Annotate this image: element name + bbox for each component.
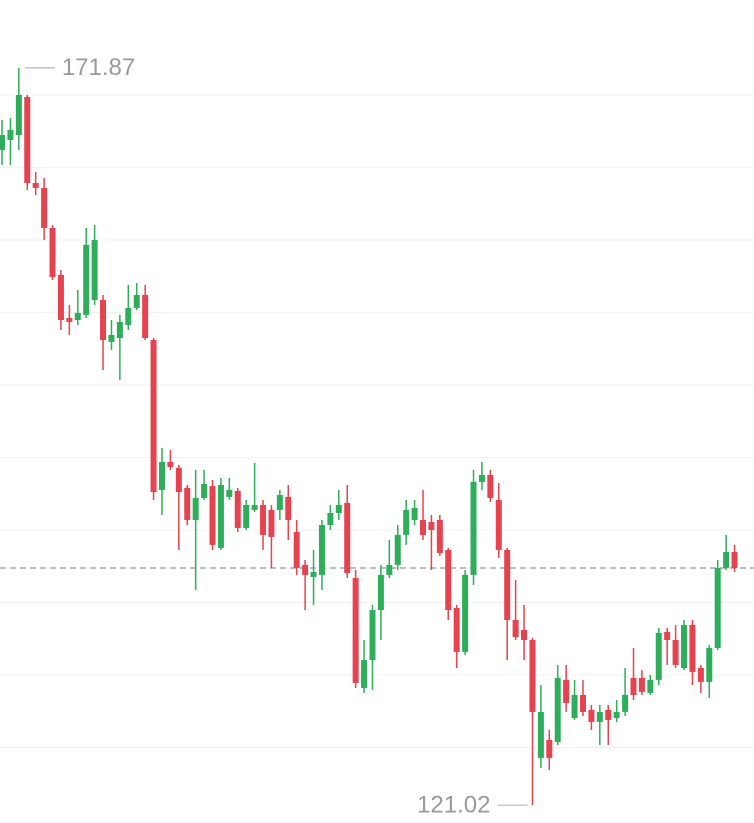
candle-body bbox=[260, 505, 267, 535]
candle-body bbox=[655, 632, 662, 680]
candle-body bbox=[15, 94, 22, 135]
candle-body bbox=[167, 461, 174, 468]
candle-body bbox=[125, 307, 132, 325]
candle-body bbox=[436, 519, 443, 554]
candle-body bbox=[420, 519, 426, 535]
candle-body bbox=[411, 507, 418, 520]
candle-body bbox=[369, 610, 376, 661]
candle-body bbox=[285, 496, 292, 520]
candle-body bbox=[638, 678, 645, 692]
candle-body bbox=[251, 505, 258, 510]
candle-body bbox=[428, 521, 435, 530]
candle-body bbox=[49, 227, 56, 277]
candle-body bbox=[579, 694, 586, 712]
candle-body bbox=[605, 709, 612, 720]
candle-body bbox=[714, 567, 721, 648]
candle-body bbox=[596, 711, 603, 722]
candle-body bbox=[453, 607, 460, 652]
candle-body bbox=[302, 564, 309, 575]
candle-body bbox=[731, 552, 738, 568]
candle-body bbox=[57, 274, 64, 321]
candle-body bbox=[697, 667, 704, 682]
candle-body bbox=[377, 574, 384, 611]
candle-body bbox=[142, 294, 149, 338]
candle-body bbox=[201, 483, 208, 498]
candle-body bbox=[158, 461, 165, 490]
candle-body bbox=[226, 489, 233, 497]
candle-body bbox=[335, 505, 342, 513]
candle-body bbox=[243, 505, 250, 528]
candle-body bbox=[462, 574, 469, 652]
candle-body bbox=[217, 485, 224, 548]
candle-body bbox=[192, 497, 199, 520]
candle-body bbox=[478, 475, 485, 482]
candle-body bbox=[554, 678, 561, 742]
candle-body bbox=[681, 624, 688, 668]
candle-body bbox=[184, 487, 191, 520]
candle-body bbox=[318, 525, 325, 575]
candle-body bbox=[293, 531, 300, 568]
candle-body bbox=[529, 640, 536, 712]
candle-body bbox=[66, 317, 73, 323]
candle-body bbox=[386, 564, 393, 575]
candle-body bbox=[563, 679, 570, 703]
candle-body bbox=[276, 495, 283, 510]
candle-body bbox=[108, 334, 115, 342]
candle-body bbox=[150, 340, 157, 492]
candle-body bbox=[647, 679, 654, 693]
candle-body bbox=[74, 312, 81, 321]
candle-body bbox=[706, 647, 713, 682]
candle-body bbox=[487, 475, 494, 498]
candle-body bbox=[622, 694, 629, 712]
candle-body bbox=[32, 182, 39, 188]
candle-body bbox=[100, 299, 107, 341]
candle-body bbox=[310, 572, 317, 577]
candle-body bbox=[571, 694, 578, 719]
candle-body bbox=[546, 739, 553, 758]
candle-body bbox=[7, 129, 14, 140]
candle-body bbox=[344, 502, 351, 574]
candle-body bbox=[588, 709, 595, 722]
candle-body bbox=[24, 97, 31, 183]
annotation-label: 121.02 bbox=[417, 792, 490, 819]
candle-body bbox=[352, 577, 359, 683]
candle-body bbox=[268, 509, 275, 537]
candle-body bbox=[512, 620, 519, 637]
candle-body bbox=[672, 640, 679, 665]
candle-body bbox=[664, 631, 671, 641]
candle-body bbox=[175, 467, 182, 492]
candle-body bbox=[91, 239, 98, 300]
candle-body bbox=[470, 481, 477, 575]
candle-body bbox=[83, 244, 90, 315]
candle-body bbox=[537, 711, 544, 758]
candle-body bbox=[116, 322, 123, 338]
candle-body bbox=[504, 549, 511, 621]
candle-body bbox=[361, 660, 368, 689]
annotation-label: 171.87 bbox=[62, 54, 135, 81]
candle-body bbox=[41, 187, 48, 228]
candle-body bbox=[133, 294, 140, 308]
candle-body bbox=[403, 509, 410, 535]
candle-body bbox=[521, 630, 528, 641]
candle-body bbox=[630, 678, 637, 695]
candle-body bbox=[234, 490, 241, 528]
candle-body bbox=[445, 549, 452, 611]
candle-body bbox=[209, 486, 216, 545]
candle-body bbox=[723, 552, 730, 568]
candle-body bbox=[327, 512, 334, 526]
candle-body bbox=[394, 534, 401, 565]
candle-body bbox=[0, 134, 5, 150]
candle-body bbox=[495, 499, 502, 550]
candle-body bbox=[689, 624, 696, 672]
candle-body bbox=[613, 711, 620, 719]
